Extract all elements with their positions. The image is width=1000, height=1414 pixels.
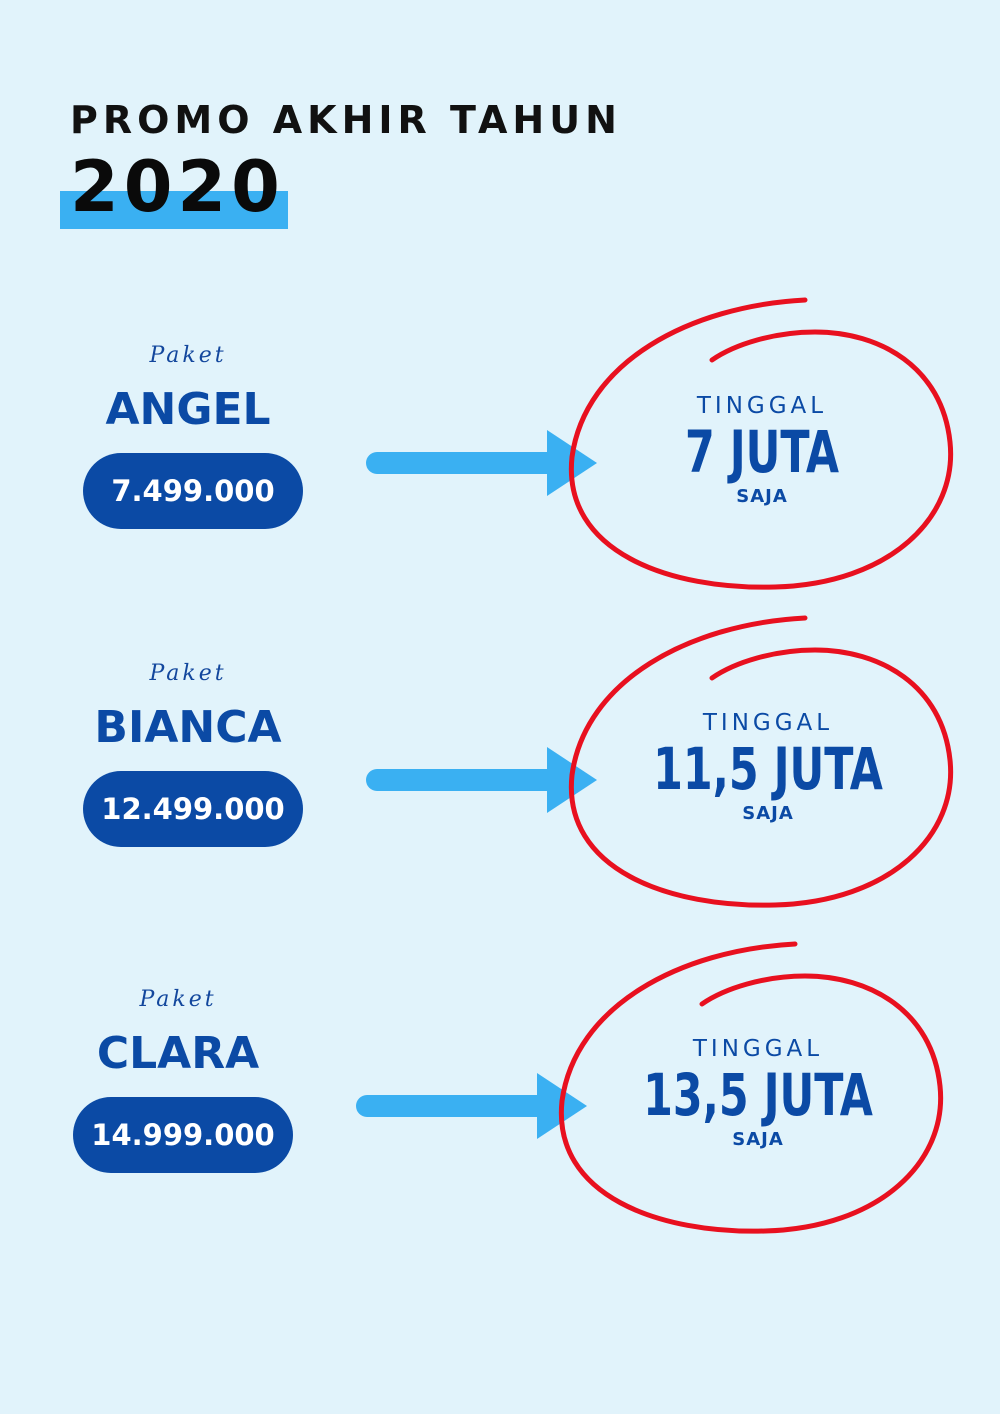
year-heading: 2020 [70,146,285,228]
promo-price: 11,5 JUTA [653,735,883,803]
promo-price: 13,5 JUTA [643,1061,873,1129]
price-pill: 12.499.000 [83,771,303,847]
promo-label-top: TINGGAL [692,1036,824,1062]
price-text: 7.499.000 [111,474,275,508]
promo-label-top: TINGGAL [696,393,828,419]
package-kicker: Paket [149,343,227,368]
promo-offer: TINGGAL 7 JUTA SAJA [612,393,912,507]
promo-label-top: TINGGAL [702,710,834,736]
price-pill: 14.999.000 [73,1097,293,1173]
package-kicker: Paket [149,661,227,686]
package-kicker: Paket [139,987,217,1012]
price-text: 14.999.000 [91,1118,275,1152]
page-title: PROMO AKHIR TAHUN [70,98,622,142]
promo-label-bottom: SAJA [742,802,794,824]
package-name: CLARA [96,1028,260,1079]
promo-offer: TINGGAL 11,5 JUTA SAJA [618,710,918,824]
promo-price: 7 JUTA [685,418,839,486]
package-angel: Paket ANGEL 7.499.000 TINGGAL 7 JUTA SAJ… [0,0,1000,590]
package-name: ANGEL [105,384,271,435]
price-pill: 7.499.000 [83,453,303,529]
year-highlight-bar [60,191,288,229]
promo-label-bottom: SAJA [732,1128,784,1150]
package-clara: Paket CLARA 14.999.000 TINGGAL 13,5 JUTA… [0,0,1000,1234]
promo-label-bottom: SAJA [736,485,788,507]
package-name: BIANCA [94,702,282,753]
red-circle-highlight [568,297,954,590]
red-circle-highlight [558,941,944,1234]
red-circle-highlight [568,615,954,908]
promo-offer: TINGGAL 13,5 JUTA SAJA [608,1036,908,1150]
price-text: 12.499.000 [101,792,285,826]
package-bianca: Paket BIANCA 12.499.000 TINGGAL 11,5 JUT… [0,0,1000,908]
